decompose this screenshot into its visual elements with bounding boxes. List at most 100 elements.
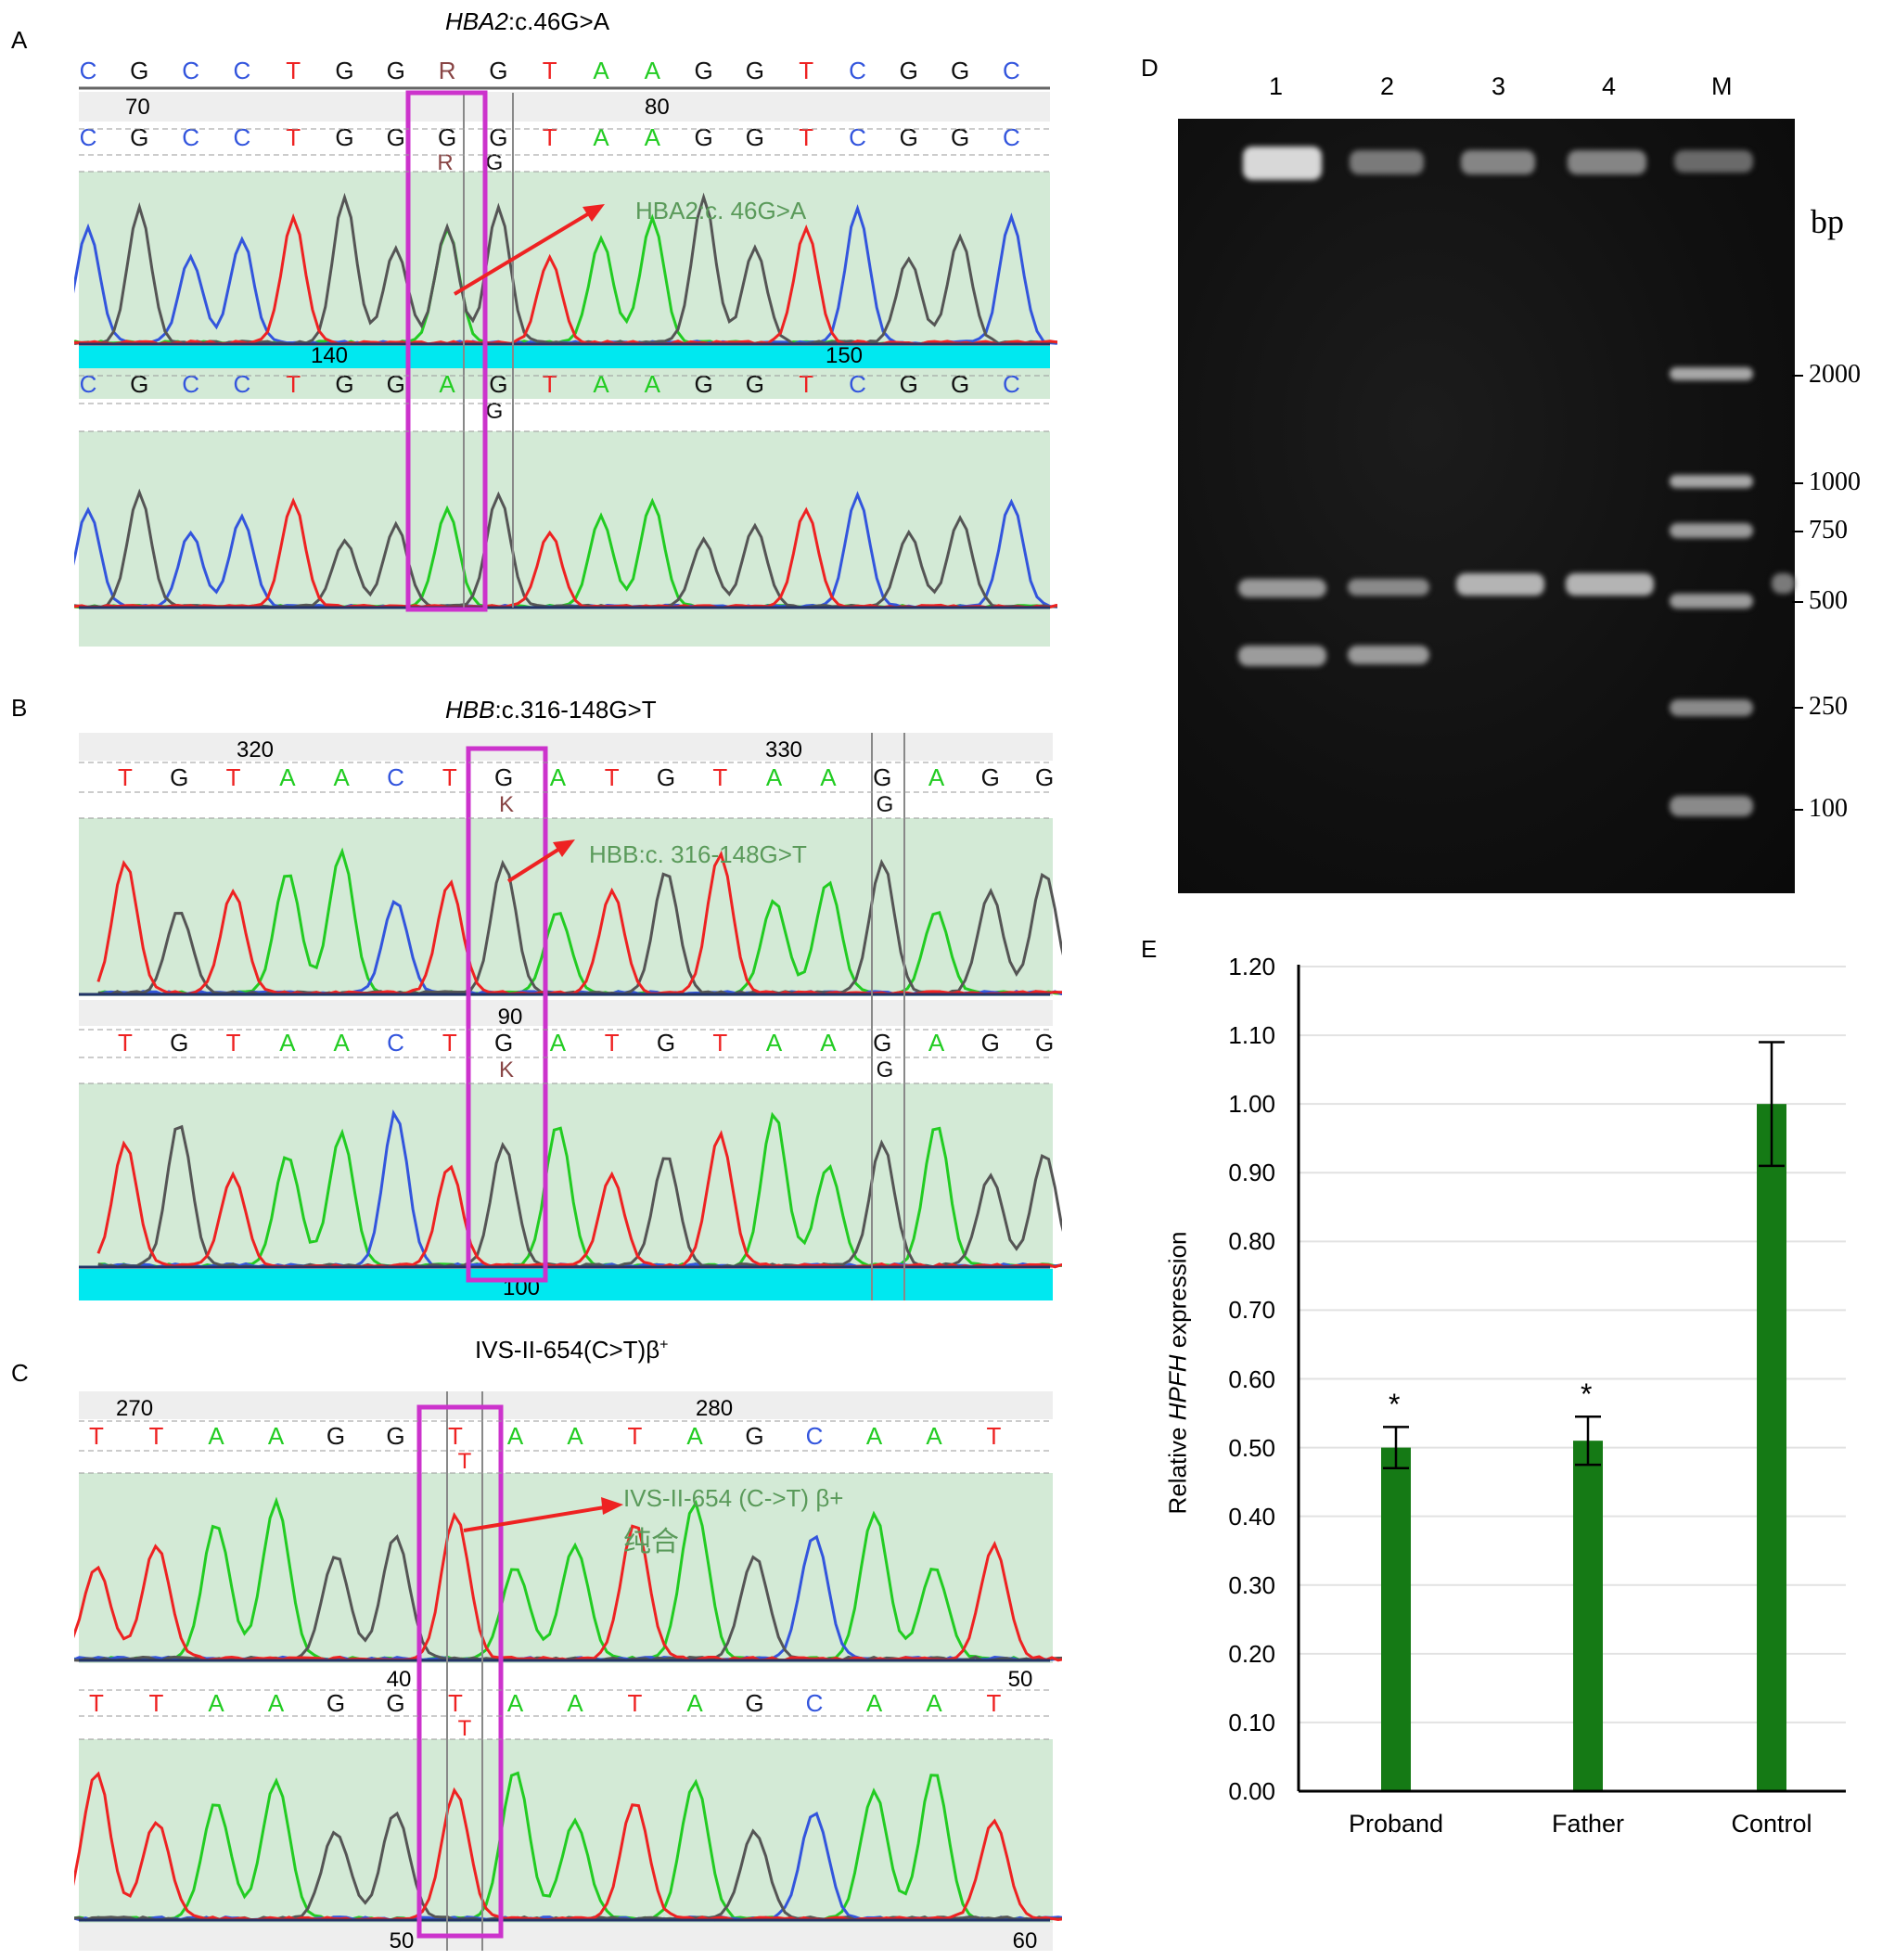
panel-b-pos-320: 320 <box>237 737 274 762</box>
edge-band <box>1772 573 1795 594</box>
panel-b-bottom-sub-base: K <box>499 1057 514 1082</box>
panel-a-ref-base: C <box>234 123 251 151</box>
panel-a-top-base: T <box>543 57 557 84</box>
panel-a-top-base: G <box>489 57 507 84</box>
y-tick-label: 0.10 <box>1228 1708 1275 1736</box>
panel-a-top-base: A <box>593 57 609 84</box>
panel-a-top-base: G <box>694 57 712 84</box>
panel-a-ref-base: A <box>593 123 609 151</box>
panel-c-top-base: A <box>567 1422 583 1450</box>
panel-b-top-base: G <box>657 763 675 791</box>
panel-a-annotation: HBA2:c. 46G>A <box>635 197 807 224</box>
panel-c-annotation-2: 纯合 <box>623 1526 679 1558</box>
panel-a-ref-base: T <box>799 123 813 151</box>
panel-b-bottom-base: C <box>387 1029 404 1057</box>
panel-b-top-base: T <box>226 763 241 791</box>
panel-a-top-base: G <box>387 57 405 84</box>
lane-1-label: 1 <box>1269 72 1284 100</box>
panel-c-top-base: A <box>208 1422 224 1450</box>
panel-a-top-base: A <box>645 57 661 84</box>
gel-unit-label: bp <box>1811 203 1844 240</box>
panel-c-title: IVS-II-654(C>T)β+ <box>475 1336 669 1364</box>
panel-b-top-base: G <box>981 763 1000 791</box>
y-tick-label: 0.50 <box>1228 1433 1275 1462</box>
panel-c-bottom-base: T <box>448 1689 463 1717</box>
panel-b-bottom-base: G <box>494 1029 513 1057</box>
panel-b-bottom-sub-base: G <box>877 1057 894 1082</box>
lane-2-band-upper <box>1348 579 1429 596</box>
panel-a-bottom-base: G <box>489 370 507 398</box>
panel-a-top-base: T <box>799 57 813 84</box>
panel-a-ref-base: G <box>694 123 712 151</box>
panel-a-trace2-bg <box>79 431 1050 647</box>
tick-250 <box>1792 707 1803 709</box>
y-tick-label: 0.80 <box>1228 1227 1275 1256</box>
panel-a-top-base: G <box>130 57 148 84</box>
panel-a-top-base: G <box>951 57 969 84</box>
panel-a-pos-70: 70 <box>125 95 150 120</box>
panel-b-bottom-base: G <box>981 1029 1000 1057</box>
panel-c-bottom-base: T <box>628 1689 643 1717</box>
panel-b-bottom-base: G <box>873 1029 891 1057</box>
panel-a-title-gene: HBA2 <box>445 7 508 35</box>
marker-label-2000: 2000 <box>1809 360 1861 389</box>
panel-c-bottom-base: T <box>149 1689 164 1717</box>
panel-c-top-base: T <box>628 1422 643 1450</box>
panel-a-bottom-base: G <box>130 370 148 398</box>
tick-2000 <box>1792 375 1803 377</box>
well-m <box>1674 150 1753 173</box>
significance-star: * <box>1581 1377 1593 1412</box>
panel-c-top-base: T <box>987 1422 1002 1450</box>
panel-b-top-base: A <box>766 763 783 791</box>
marker-label-500: 500 <box>1809 586 1848 615</box>
panel-b-bottom-base: A <box>766 1029 783 1057</box>
panel-b-top-base: G <box>1035 763 1054 791</box>
tick-100 <box>1792 809 1803 811</box>
panel-c-top-base: G <box>326 1422 345 1450</box>
hpfh-expression-bar-chart <box>1297 965 1846 1793</box>
panel-b-top-base: C <box>387 763 404 791</box>
panel-a-bottom-base: G <box>746 370 764 398</box>
panel-a-bottom-base: T <box>286 370 301 398</box>
panel-c-sequence-bottom-sub: T <box>458 1716 472 1741</box>
panel-c-pos-50b: 50 <box>390 1928 415 1953</box>
panel-a-ref-base: C <box>1003 123 1020 151</box>
panel-c-bottom-base: G <box>386 1689 404 1717</box>
panel-c-pos-270: 270 <box>116 1396 153 1421</box>
lane-3-band <box>1456 573 1544 596</box>
panel-a-top-base: C <box>849 57 866 84</box>
panel-a-bottom-base: G <box>951 370 969 398</box>
panel-a-sequence-bottom-sub: G <box>486 399 504 424</box>
panel-a-cyan-bar <box>79 346 1050 368</box>
panel-b-bottom-base: G <box>657 1029 675 1057</box>
panel-a-ref-base: T <box>543 123 557 151</box>
panel-b-top-base: G <box>170 763 188 791</box>
panel-b-top-base: A <box>334 763 351 791</box>
panel-c-arrow <box>463 1505 611 1532</box>
panel-b-top-base: A <box>550 763 567 791</box>
bar-control <box>1757 1104 1786 1791</box>
y-tick-label: 0.60 <box>1228 1364 1275 1393</box>
panel-a-trace-1 <box>74 192 1057 346</box>
panel-a-title: HBA2:c.46G>A <box>445 7 609 36</box>
x-category-control: Control <box>1731 1810 1812 1838</box>
y-label-post: expression <box>1163 1231 1192 1355</box>
panel-a-bottom-base: T <box>543 370 557 398</box>
panel-c-bottom-base: A <box>567 1689 583 1717</box>
panel-a-bottom-base: C <box>234 370 251 398</box>
panel-c-highlight-box <box>416 1404 504 1939</box>
panel-b-top-base: T <box>118 763 133 791</box>
panel-b-label: B <box>11 694 28 722</box>
panel-b-highlight-box <box>466 746 548 1283</box>
panel-b-trace1-T-trace <box>96 850 1062 996</box>
panel-a-pos-140: 140 <box>311 343 348 368</box>
panel-b-top-base: T <box>442 763 457 791</box>
